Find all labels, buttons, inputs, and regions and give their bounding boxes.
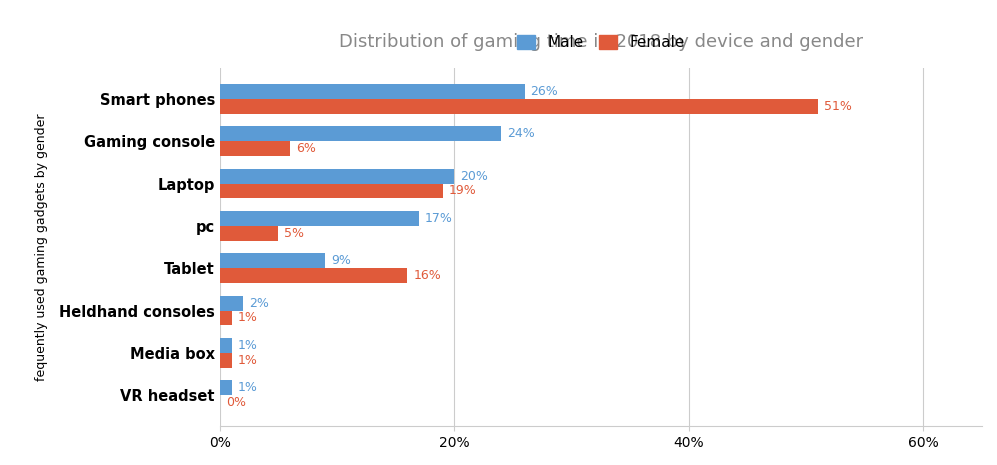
Bar xyxy=(219,296,243,311)
Text: 0%: 0% xyxy=(225,396,245,409)
Bar xyxy=(219,268,408,283)
Bar xyxy=(219,380,231,395)
Text: 24%: 24% xyxy=(507,127,534,140)
Bar xyxy=(219,311,231,325)
Text: 5%: 5% xyxy=(284,227,304,240)
Bar xyxy=(219,84,524,99)
Text: 1%: 1% xyxy=(237,312,257,325)
Text: 6%: 6% xyxy=(296,142,316,155)
Text: 20%: 20% xyxy=(461,170,489,183)
Text: 9%: 9% xyxy=(331,254,351,267)
Bar xyxy=(219,169,455,184)
Bar xyxy=(219,184,443,199)
Legend: Male, Female: Male, Female xyxy=(510,29,691,56)
Text: 19%: 19% xyxy=(449,185,477,198)
Text: 26%: 26% xyxy=(530,85,558,98)
Text: 1%: 1% xyxy=(237,354,257,367)
Bar xyxy=(219,99,818,114)
Y-axis label: fequently used gaming gadgets by gender: fequently used gaming gadgets by gender xyxy=(35,113,48,381)
Text: 1%: 1% xyxy=(237,381,257,394)
Title: Distribution of gaming time in 2018 by device and gender: Distribution of gaming time in 2018 by d… xyxy=(339,33,863,51)
Text: 2%: 2% xyxy=(249,297,269,310)
Text: 17%: 17% xyxy=(425,212,453,225)
Bar xyxy=(219,141,290,156)
Text: 51%: 51% xyxy=(824,100,851,113)
Text: 16%: 16% xyxy=(414,269,441,282)
Bar xyxy=(219,353,231,368)
Bar xyxy=(219,126,501,141)
Bar xyxy=(219,211,419,226)
Bar xyxy=(219,226,278,241)
Text: 1%: 1% xyxy=(237,339,257,352)
Bar xyxy=(219,253,325,268)
Bar xyxy=(219,338,231,353)
